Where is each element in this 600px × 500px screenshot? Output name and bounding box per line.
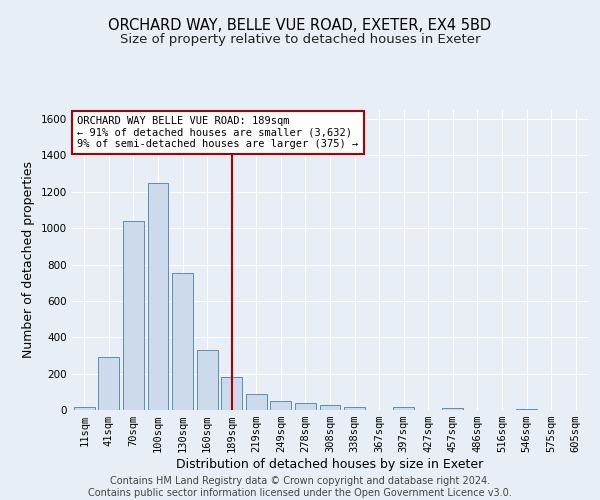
Bar bbox=[197, 350, 218, 410]
Bar bbox=[148, 182, 169, 410]
Bar bbox=[344, 406, 365, 410]
Bar bbox=[516, 408, 537, 410]
Bar bbox=[246, 394, 267, 410]
Bar bbox=[295, 403, 316, 410]
Text: ORCHARD WAY, BELLE VUE ROAD, EXETER, EX4 5BD: ORCHARD WAY, BELLE VUE ROAD, EXETER, EX4… bbox=[109, 18, 491, 32]
Bar bbox=[123, 221, 144, 410]
Text: ORCHARD WAY BELLE VUE ROAD: 189sqm
← 91% of detached houses are smaller (3,632)
: ORCHARD WAY BELLE VUE ROAD: 189sqm ← 91%… bbox=[77, 116, 358, 149]
Bar bbox=[221, 378, 242, 410]
Bar bbox=[172, 272, 193, 410]
Text: Size of property relative to detached houses in Exeter: Size of property relative to detached ho… bbox=[120, 32, 480, 46]
Bar bbox=[442, 408, 463, 410]
X-axis label: Distribution of detached houses by size in Exeter: Distribution of detached houses by size … bbox=[176, 458, 484, 471]
Bar bbox=[271, 401, 292, 410]
Text: Contains HM Land Registry data © Crown copyright and database right 2024.
Contai: Contains HM Land Registry data © Crown c… bbox=[88, 476, 512, 498]
Bar bbox=[393, 408, 414, 410]
Bar bbox=[320, 406, 340, 410]
Bar bbox=[74, 408, 95, 410]
Bar bbox=[98, 358, 119, 410]
Y-axis label: Number of detached properties: Number of detached properties bbox=[22, 162, 35, 358]
